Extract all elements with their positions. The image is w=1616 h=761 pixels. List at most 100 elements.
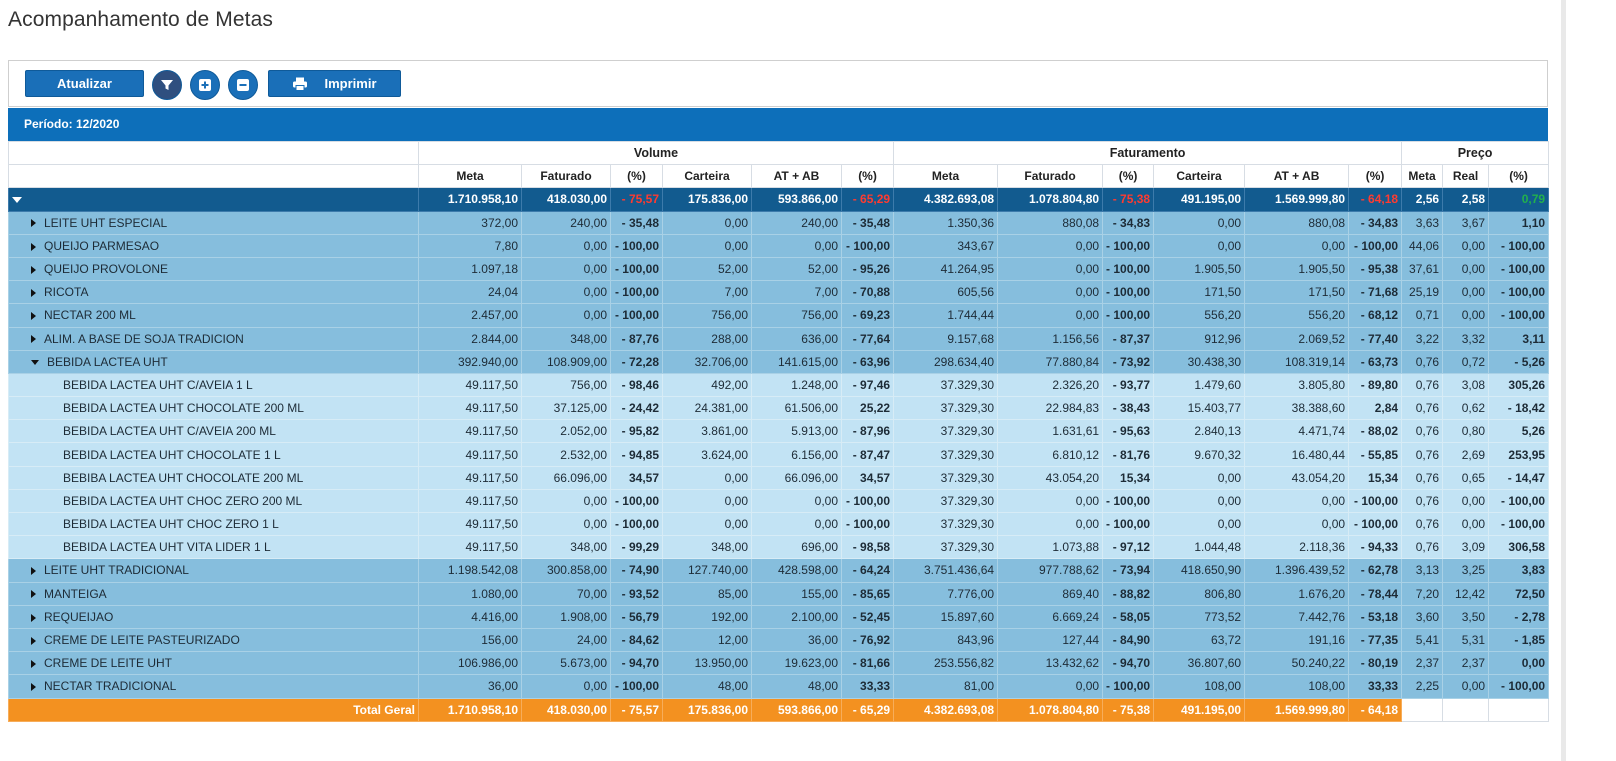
row-label: BEBIDA LACTEA UHT CHOC ZERO 1 L [8,511,419,537]
percent-cell: 15,34 [1102,465,1155,490]
volume-col-2[interactable]: (%) [610,164,663,189]
value-cell: 491.195,00 [1153,187,1246,212]
percent-cell: - 98,46 [610,372,663,398]
group-row[interactable]: RICOTA 24,04 0,00- 100,00 7,00 7,00- 70,88 60… [8,280,1550,305]
item-row[interactable]: BEBIBA LACTEA UHT CHOCOLATE 200 ML 49.117… [8,465,1550,490]
value-cell: 19.623,00 [751,651,842,676]
value-cell: 7,20 [1401,581,1444,606]
percent-cell: - 87,47 [840,442,895,467]
percent-cell: - 65,29 [840,187,895,212]
caret-right-icon[interactable] [31,265,36,274]
row-label: BEBIDA LACTEA UHT CHOCOLATE 1 L [8,442,419,467]
summary-row[interactable]: 1.710.958,10 418.030,00- 75,57 175.836,00 5… [8,187,1550,212]
volume-col-4[interactable]: AT + AB [751,164,842,189]
value-cell: 605,56 [893,280,999,305]
caret-right-icon[interactable] [31,660,36,669]
item-row[interactable]: BEBIDA LACTEA UHT C/AVEIA 1 L 49.117,50 75… [8,372,1550,398]
value-cell: 66.096,00 [521,465,611,490]
faturamento-col-5[interactable]: (%) [1348,164,1403,189]
volume-col-1[interactable]: Faturado [521,164,611,189]
value-cell: 1.073,88 [997,535,1104,560]
refresh-button[interactable]: Atualizar [25,70,144,97]
preco-col-1[interactable]: Real [1442,164,1490,189]
caret-right-icon[interactable] [31,312,36,321]
value-cell: 556,20 [1244,303,1350,328]
group-row[interactable]: LEITE UHT TRADICIONAL 1.198.542,08 300.858… [8,558,1550,583]
caret-right-icon[interactable] [31,242,36,251]
caret-down-icon[interactable] [31,360,39,366]
percent-cell: - 84,90 [1102,627,1155,653]
group-row[interactable]: NECTAR 200 ML 2.457,00 0,00- 100,00 756,00 7… [8,303,1550,328]
percent-cell: 3,83 [1488,558,1550,583]
item-row[interactable]: BEBIDA LACTEA UHT CHOCOLATE 1 L 49.117,50… [8,442,1550,467]
faturamento-col-3[interactable]: Carteira [1153,164,1246,189]
value-cell: 0,00 [997,233,1104,258]
group-row[interactable]: NECTAR TRADICIONAL 36,00 0,00- 100,00 48,00… [8,674,1550,699]
value-cell: 49.117,50 [418,372,522,398]
caret-right-icon[interactable] [31,289,36,298]
percent-cell: - 100,00 [840,488,895,514]
caret-right-icon[interactable] [31,590,36,599]
item-row[interactable]: BEBIDA LACTEA UHT CHOC ZERO 1 L 49.117,50… [8,511,1550,537]
group-row[interactable]: BEBIDA LACTEA UHT 392.940,00 108.909,00- 7… [8,349,1550,374]
item-row[interactable]: BEBIDA LACTEA UHT CHOCOLATE 200 ML 49.117… [8,396,1550,421]
group-row[interactable]: LEITE UHT ESPECIAL 372,00 240,00- 35,48 0,0… [8,210,1550,235]
faturamento-col-0[interactable]: Meta [893,164,999,189]
volume-col-0[interactable]: Meta [418,164,522,189]
percent-cell: 33,33 [1348,674,1403,699]
item-row[interactable]: BEBIDA LACTEA UHT C/AVEIA 200 ML 49.117,5… [8,419,1550,444]
percent-cell: - 18,42 [1488,396,1550,421]
value-cell: 70,00 [521,581,611,606]
group-row[interactable]: QUEIJO PROVOLONE 1.097,18 0,00- 100,00 52,0… [8,256,1550,282]
caret-right-icon[interactable] [31,335,36,344]
value-cell: 49.117,50 [418,442,522,467]
caret-right-icon[interactable] [31,683,36,692]
value-cell: 3,67 [1442,210,1490,235]
caret-right-icon[interactable] [31,636,36,645]
print-button[interactable]: Imprimir [268,70,401,97]
group-row[interactable]: CREME DE LEITE UHT 106.986,00 5.673,00- 94… [8,651,1550,676]
grand-total-value: - 65,29 [840,697,895,722]
value-cell: 43.054,20 [997,465,1104,490]
group-row[interactable]: MANTEIGA 1.080,00 70,00- 93,52 85,00 155,00-… [8,581,1550,606]
caret-right-icon[interactable] [31,613,36,622]
value-cell: 1.044,48 [1153,535,1246,560]
percent-cell: - 100,00 [1348,511,1403,537]
group-row[interactable]: QUEIJO PARMESAO 7,80 0,00- 100,00 0,00 0,00-… [8,233,1550,258]
row-label-text: QUEIJO PROVOLONE [44,262,169,277]
faturamento-col-2[interactable]: (%) [1102,164,1155,189]
group-row[interactable]: CREME DE LEITE PASTEURIZADO 156,00 24,00- … [8,627,1550,653]
volume-col-5[interactable]: (%) [840,164,895,189]
value-cell: 1.198.542,08 [418,558,522,583]
filter-button[interactable] [152,70,182,100]
value-cell: 49.117,50 [418,511,522,537]
faturamento-col-1[interactable]: Faturado [997,164,1104,189]
caret-right-icon[interactable] [31,219,36,228]
item-row[interactable]: BEBIDA LACTEA UHT CHOC ZERO 200 ML 49.117… [8,488,1550,514]
scrollbar[interactable] [1561,0,1566,761]
percent-cell: - 77,35 [1348,627,1403,653]
value-cell: 348,00 [521,535,611,560]
caret-right-icon[interactable] [31,567,36,576]
value-cell: 253.556,82 [893,651,999,676]
group-row[interactable]: ALIM. A BASE DE SOJA TRADICION 2.844,00 34… [8,326,1550,351]
value-cell: 50.240,22 [1244,651,1350,676]
item-row[interactable]: BEBIDA LACTEA UHT VITA LIDER 1 L 49.117,5… [8,535,1550,560]
percent-cell: - 70,88 [840,280,895,305]
volume-col-3[interactable]: Carteira [662,164,752,189]
percent-cell: - 88,02 [1348,419,1403,444]
row-label-text: RICOTA [44,285,89,300]
collapse-all-caret-icon[interactable] [12,197,22,204]
group-row[interactable]: REQUEIJAO 4.416,00 1.908,00- 56,79 192,00 2.… [8,604,1550,629]
value-cell: 37,61 [1401,256,1444,282]
value-cell: 192,00 [662,604,752,629]
faturamento-col-4[interactable]: AT + AB [1244,164,1350,189]
collapse-all-button[interactable] [228,70,258,100]
row-label-text: CREME DE LEITE UHT [44,656,173,671]
value-cell: 106.986,00 [418,651,522,676]
preco-col-2[interactable]: (%) [1488,164,1550,189]
preco-col-0[interactable]: Meta [1401,164,1444,189]
value-cell: 1.905,50 [1244,256,1350,282]
grand-total-value: - 75,38 [1102,697,1155,722]
expand-all-button[interactable] [190,70,220,100]
